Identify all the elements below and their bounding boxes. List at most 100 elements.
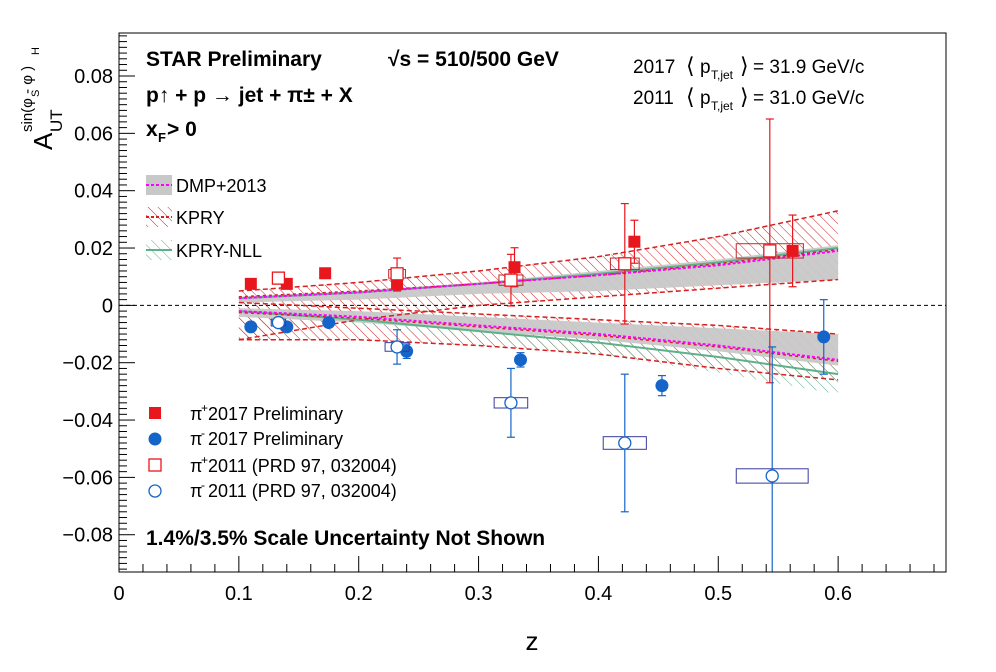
- data-point-circle-open: [390, 340, 404, 354]
- legend-kpry-nll: KPRY-NLL: [146, 240, 262, 261]
- svg-text:H: H: [30, 47, 42, 55]
- svg-text:⟨: ⟨: [686, 84, 695, 109]
- svg-text:-: -: [201, 478, 205, 492]
- x-tick-label: 0.3: [465, 583, 493, 605]
- svg-text:+: +: [201, 453, 208, 467]
- plot-frame: [118, 32, 947, 573]
- y-tick-label: −0.06: [62, 467, 113, 489]
- legend-dmp2013: DMP+2013: [146, 175, 267, 196]
- pt-2011-label: 2011 ⟨ p T,jet ⟩ = 31.0 GeV/c: [633, 84, 864, 113]
- data-point-square-open: [271, 271, 286, 285]
- x-tick-label: 0.4: [585, 583, 613, 605]
- data-point-circle-open: [765, 469, 779, 483]
- svg-text:DMP+2013: DMP+2013: [176, 176, 267, 196]
- svg-text:= 31.9 GeV/c: = 31.9 GeV/c: [753, 57, 864, 78]
- data-point-circle: [655, 379, 669, 393]
- svg-text:S: S: [30, 90, 42, 97]
- data-point-circle: [817, 330, 831, 344]
- svg-text:p: p: [700, 57, 711, 78]
- data-point-square: [786, 244, 799, 257]
- svg-text:KPRY: KPRY: [176, 208, 225, 228]
- svg-text:F: F: [158, 130, 166, 145]
- kpry-edge-lo-neg: [238, 339, 839, 381]
- data-point-square: [319, 267, 332, 280]
- y-tick-label: 0.08: [74, 66, 113, 88]
- svg-text:A: A: [28, 132, 58, 150]
- legend-piminus-2017: π - 2017 Preliminary: [148, 426, 343, 449]
- theory-legend: DMP+2013 KPRY KPRY-NLL: [146, 175, 267, 261]
- svg-text:2011: 2011: [633, 88, 674, 109]
- kpry-curve-neg: [238, 311, 839, 363]
- data-points: [244, 118, 831, 572]
- data-point-square-open: [504, 273, 518, 287]
- sqrt-s-label: √s = 510/500 GeV: [388, 48, 559, 71]
- data-point-circle-open: [618, 436, 632, 450]
- svg-text:x: x: [146, 118, 158, 141]
- y-tick-label: −0.02: [62, 353, 113, 375]
- x-axis-ticks: 0 0.1 0.2 0.3 0.4 0.5 0.6: [113, 556, 935, 605]
- svg-text:2017: 2017: [633, 57, 675, 78]
- legend-kpry: KPRY: [146, 207, 225, 228]
- y-tick-label: 0: [102, 295, 113, 317]
- svg-text:+: +: [201, 401, 208, 415]
- svg-text:KPRY-NLL: KPRY-NLL: [176, 241, 262, 261]
- data-point-square: [628, 235, 641, 248]
- y-tick-label: −0.04: [62, 410, 113, 432]
- svg-text:π: π: [190, 404, 202, 424]
- data-point-square: [508, 261, 521, 274]
- data-point-square-open: [618, 257, 632, 271]
- svg-text:2011 (PRD 97, 032004): 2011 (PRD 97, 032004): [208, 481, 397, 501]
- svg-text:2017 Preliminary: 2017 Preliminary: [208, 404, 343, 424]
- legend-piplus-2017: π + 2017 Preliminary: [149, 401, 343, 424]
- y-tick-label: −0.08: [62, 525, 113, 547]
- svg-text:2017 Preliminary: 2017 Preliminary: [208, 429, 343, 449]
- kpry-edge-hi-neg: [238, 301, 839, 335]
- svg-text:= 31.0 GeV/c: = 31.0 GeV/c: [753, 88, 864, 109]
- svg-text:2011 (PRD 97, 032004): 2011 (PRD 97, 032004): [208, 456, 397, 476]
- star-preliminary-label: STAR Preliminary: [146, 48, 322, 71]
- svg-text:π: π: [190, 429, 202, 449]
- kpry-band-pos: [238, 210, 839, 340]
- x-tick-label: 0.6: [824, 583, 852, 605]
- x-tick-label: 0.1: [225, 583, 253, 605]
- scale-uncertainty-note: 1.4%/3.5% Scale Uncertainty Not Shown: [146, 527, 545, 550]
- theory-curves: [238, 210, 839, 381]
- data-point-circle: [322, 316, 336, 330]
- kpry-edge-hi-pos: [238, 210, 839, 292]
- y-axis-ticks: −0.08 −0.06 −0.04 −0.02 0 0.02 0.04 0.06 0.08: [62, 35, 135, 570]
- svg-text:⟩: ⟩: [740, 53, 749, 78]
- svg-text:π: π: [190, 456, 202, 476]
- data-point-circle-open: [271, 315, 286, 330]
- y-tick-label: 0.04: [74, 181, 113, 203]
- data-point-circle: [514, 353, 528, 367]
- data-point-circle-open: [504, 396, 518, 410]
- svg-text:⟩: ⟩: [740, 84, 749, 109]
- svg-text:T,jet: T,jet: [711, 68, 734, 82]
- data-point-circle: [244, 320, 258, 334]
- data-legend: π + 2017 Preliminary π - 2017 Preliminar…: [148, 401, 397, 501]
- y-tick-label: 0.02: [74, 238, 113, 260]
- svg-text:T,jet: T,jet: [711, 99, 734, 113]
- data-point-square-open: [390, 267, 404, 281]
- x-tick-label: 0.5: [704, 583, 732, 605]
- svg-text:sin(φ - φ ): sin(φ - φ ): [19, 66, 36, 132]
- data-point-square-open: [763, 244, 777, 258]
- y-axis-label: A UT sin(φ - φ ) S H: [19, 47, 66, 150]
- xf-cut-label: x F > 0: [146, 118, 197, 145]
- kpry-nll-curve-neg: [238, 310, 839, 376]
- svg-text:UT: UT: [47, 109, 66, 132]
- svg-text:-: -: [201, 426, 205, 440]
- pt-2017-label: 2017 ⟨ p T,jet ⟩ = 31.9 GeV/c: [633, 53, 864, 82]
- x-tick-label: 0: [113, 583, 124, 605]
- data-point-square: [244, 277, 257, 290]
- dmp-curve-neg: [238, 310, 839, 361]
- x-tick-label: 0.2: [345, 583, 373, 605]
- svg-text:> 0: > 0: [167, 118, 197, 141]
- dmp-curve-pos: [238, 249, 839, 300]
- dmp-band-pos: [238, 245, 839, 303]
- reaction-label: p↑ + p → jet + π± + X: [146, 84, 353, 107]
- legend-piminus-2011: π - 2011 (PRD 97, 032004): [148, 478, 397, 501]
- legend-piplus-2011: π + 2011 (PRD 97, 032004): [148, 453, 397, 476]
- svg-text:π: π: [190, 481, 202, 501]
